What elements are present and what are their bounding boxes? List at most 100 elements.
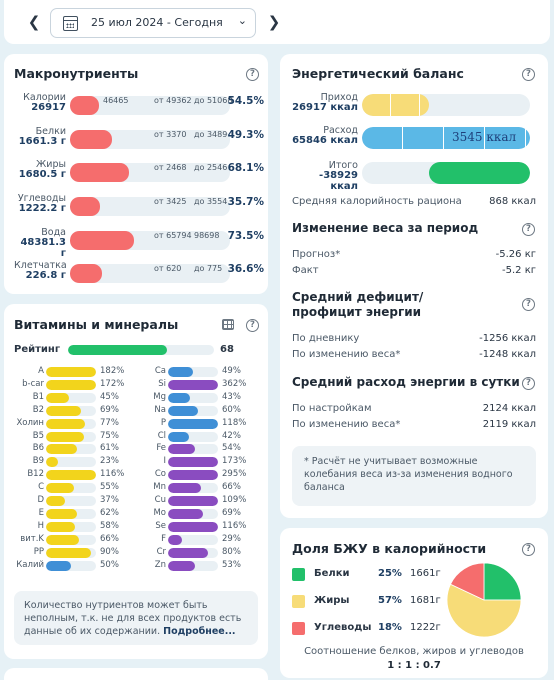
nutrient-data-note: Количество нутриентов может быть неполны… (14, 591, 258, 645)
nutrient-name: PP (33, 546, 44, 557)
deficit-diary-value: -1256 ккал (479, 333, 536, 344)
nutrient-item: b-car 172% (10, 379, 130, 391)
nutrient-bar-fill (46, 547, 91, 558)
macro-row: Вода 48381.3 г от 65794 98698 73.5% (14, 227, 264, 259)
nutrient-percent: 23% (100, 456, 119, 467)
macro-note-max: до 775 (194, 264, 223, 273)
bju-color-swatch (292, 595, 305, 608)
nutrient-item: D 37% (10, 495, 130, 507)
nutrient-name: вит.K (20, 533, 44, 544)
nutrient-item: Mo 69% (132, 508, 252, 520)
nutrient-name: Na (154, 404, 166, 415)
date-select-label: 25 июл 2024 - Сегодня (91, 16, 223, 29)
macro-value: 1680.5 г (18, 169, 66, 180)
macro-value: 1222.2 г (18, 203, 66, 214)
help-icon[interactable]: ? (522, 543, 535, 556)
energy-expense-bar-fill (362, 127, 530, 149)
nutrient-item: Se 116% (132, 521, 252, 533)
nutrient-name: Холин (16, 417, 44, 428)
macro-bar (70, 96, 230, 115)
nutrient-bar-fill (168, 457, 218, 468)
nutrient-bar-fill (46, 379, 96, 390)
pie-slice-protein (483, 562, 522, 601)
nutrient-bar (46, 534, 96, 545)
nutrient-bar (168, 367, 218, 377)
nutrient-bar-fill (46, 444, 77, 455)
bju-grams: 1661г (410, 568, 441, 579)
nutrient-bar (168, 418, 218, 429)
nutrient-percent: 69% (100, 404, 119, 415)
nutrient-bar-fill (46, 508, 77, 519)
avg-calorie-row: Средняя калорийность рациона 868 ккал (292, 196, 536, 210)
nutrient-percent: 61% (100, 443, 119, 454)
nutrient-item: B12 116% (10, 469, 130, 481)
nutrient-bar (46, 367, 96, 377)
nutrient-item: H 58% (10, 521, 130, 533)
nutrient-bar-fill (46, 496, 65, 506)
help-icon[interactable]: ? (522, 68, 535, 81)
nutrient-bar-fill (168, 431, 189, 442)
nutrient-percent: 58% (100, 520, 119, 531)
nutrient-name: Mg (153, 391, 166, 402)
nutrient-bar-fill (46, 367, 96, 377)
next-day-chevron-right-icon[interactable]: ❯ (267, 13, 281, 31)
nutrient-name: Mn (153, 482, 166, 493)
nutrient-item: Калий 50% (10, 560, 130, 572)
nutrient-name: Cl (157, 430, 166, 441)
nutrient-percent: 66% (222, 482, 241, 493)
bju-name: Белки (314, 568, 350, 579)
energy-expense-inner-value: 3545 ккал (452, 130, 517, 144)
nutrient-bar (46, 508, 96, 519)
weight-forecast-row: Прогноз* -5.26 кг (292, 249, 536, 263)
nutrient-item: Cl 42% (132, 431, 252, 443)
rating-bar-fill (68, 345, 167, 355)
nutrient-item: Mg 43% (132, 392, 252, 404)
macro-note-min: от 620 (154, 264, 182, 273)
avg-calorie-value: 868 ккал (489, 196, 536, 207)
nutrient-percent: 90% (100, 546, 119, 557)
macro-name: Белки (35, 126, 66, 137)
nutrient-percent: 55% (100, 482, 119, 493)
nutrient-item: B1 45% (10, 392, 130, 404)
date-select[interactable]: 25 июл 2024 - Сегодня ⌄ (50, 8, 256, 38)
weight-fact-row: Факт -5.2 кг (292, 265, 536, 279)
energy-expense-row: Расход 65846 ккал 3545 ккал (292, 125, 540, 153)
nutrient-bar-fill (168, 418, 218, 429)
bju-ratio-label: Соотношение белков, жиров и углеводов (304, 646, 524, 657)
macro-percent: 35.7% (227, 196, 264, 208)
energy-expense-bar: 3545 ккал (362, 127, 530, 149)
nutrient-bar-fill (168, 534, 182, 545)
help-icon[interactable]: ? (522, 377, 535, 390)
macro-note-min: от 3425 (154, 197, 187, 206)
table-view-icon[interactable] (222, 319, 234, 330)
macro-note-min: от 65794 (154, 231, 192, 240)
nutrient-bar (46, 379, 96, 390)
nutrient-percent: 109% (222, 495, 247, 505)
nutrient-bar (168, 508, 218, 519)
help-icon[interactable]: ? (246, 319, 259, 332)
nutrient-percent: 80% (222, 546, 241, 557)
macro-value: 226.8 г (25, 270, 66, 281)
expense-settings-row: По настройкам 2124 ккал (292, 403, 536, 417)
deficit-weight-label: По изменению веса* (292, 349, 401, 360)
macro-bar-fill (70, 96, 99, 115)
nutrient-item: Cr 80% (132, 547, 252, 559)
macro-percent: 54.5% (227, 95, 264, 107)
help-icon[interactable]: ? (522, 298, 535, 311)
date-navigation-bar: ❮ 25 июл 2024 - Сегодня ⌄ ❯ (4, 0, 550, 44)
rating-bar (68, 345, 214, 355)
more-link[interactable]: Подробнее... (163, 626, 236, 637)
nutrient-bar (46, 483, 96, 494)
nutrient-percent: 54% (222, 443, 241, 454)
nutrient-bar (168, 496, 218, 506)
prev-day-chevron-left-icon[interactable]: ❮ (27, 13, 41, 31)
nutrient-name: B12 (27, 469, 44, 480)
nutrient-bar-fill (168, 444, 195, 455)
nutrient-item: Na 60% (132, 405, 252, 417)
help-icon[interactable]: ? (522, 223, 535, 236)
nutrient-bar (168, 444, 218, 455)
nutrient-item: Mn 66% (132, 482, 252, 494)
nutrient-item: Холин 77% (10, 418, 130, 430)
help-icon[interactable]: ? (246, 68, 259, 81)
nutrient-bar (168, 431, 218, 442)
